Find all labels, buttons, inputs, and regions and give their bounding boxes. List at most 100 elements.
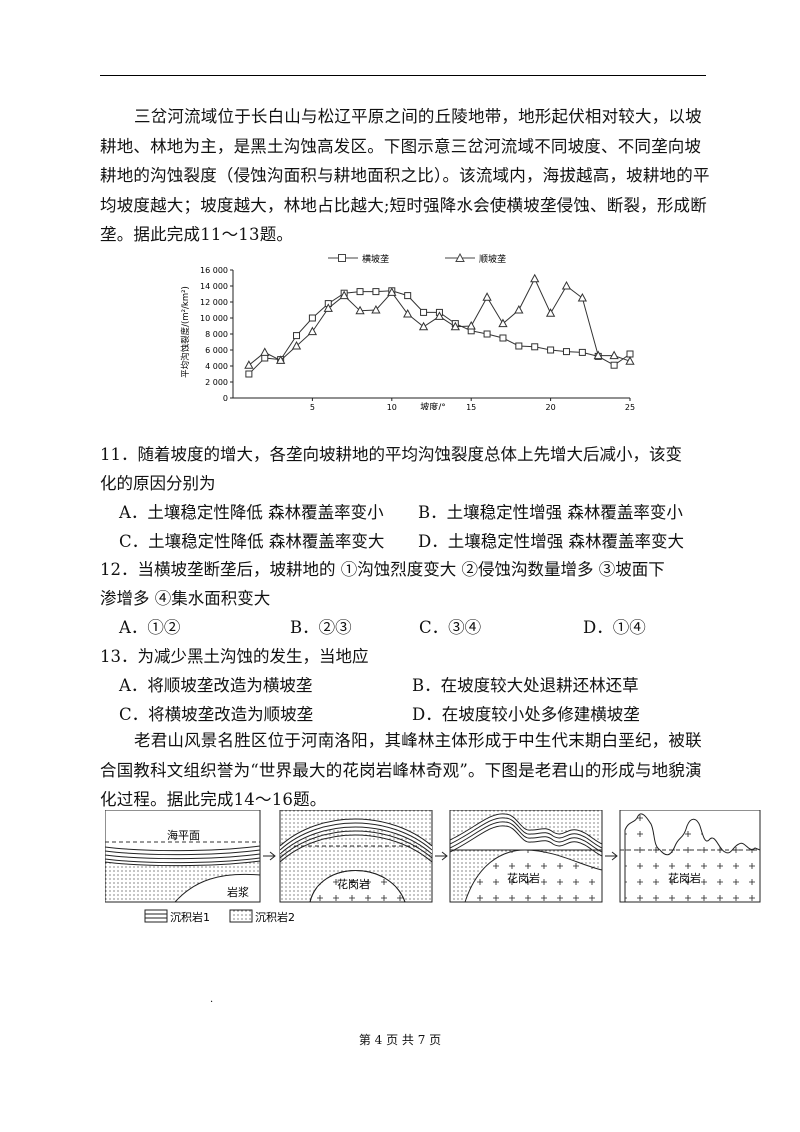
series-2-point xyxy=(244,360,254,369)
series-2-point xyxy=(530,273,540,283)
x-tick-label: 15 xyxy=(466,403,476,410)
y-tick-label: 14 000 xyxy=(200,282,228,291)
y-tick-label: 6 000 xyxy=(205,346,228,355)
series-2-point xyxy=(593,350,603,360)
diagram-panel-3: 花岗岩 xyxy=(449,810,603,903)
intro-paragraph-1: 三岔河流域位于长白山与松辽平原之间的丘陵地带，地形起伏相对较大，以坡耕地、林地为… xyxy=(100,107,710,244)
series-2-point xyxy=(260,347,270,356)
series-1-point xyxy=(562,348,570,356)
series-1-point xyxy=(626,350,634,358)
y-tick-label: 12 000 xyxy=(200,298,228,307)
q11-option-d: D．土壤稳定性增强 森林覆盖率变大 xyxy=(418,532,684,551)
q12-stem-line-2: 渗增多 ④集水面积变大 xyxy=(100,589,271,608)
series-2-point xyxy=(498,318,508,328)
x-axis-label: 坡度/° xyxy=(420,401,446,410)
series-1-point xyxy=(515,342,523,350)
q12-stem-line-1: 12．当横坡垄断垄后，坡耕地的 ①沟蚀烈度变大 ②侵蚀沟数量增多 ③坡面下 xyxy=(100,560,665,579)
series-2-point xyxy=(514,304,524,314)
q11-option-c: C．土壤稳定性降低 森林覆盖率变大 xyxy=(119,532,385,551)
y-axis-label: 平均沟蚀裂度/(m²/km²) xyxy=(180,286,191,378)
legend-series-1: 横坡垄 xyxy=(362,253,389,265)
diagram-legend: 沉积岩1 沉积岩2 xyxy=(144,909,295,924)
legend-series-2: 顺坡垄 xyxy=(479,253,506,265)
q13-option-c: C．将横坡垄改造为顺坡垄 xyxy=(119,705,314,724)
series-1-point xyxy=(308,314,316,322)
series-2-point xyxy=(466,320,476,330)
series-1-point xyxy=(610,361,618,369)
q12-option-a: A．①② xyxy=(119,618,181,637)
series-2-point xyxy=(545,308,556,317)
legend-sedimentary-2: 沉积岩2 xyxy=(255,910,295,924)
diagram-panel-2: 花岗岩 xyxy=(279,810,433,903)
series-line-1 xyxy=(248,290,631,375)
granite-label-2: 花岗岩 xyxy=(337,877,370,891)
arrow-icon xyxy=(435,851,448,861)
y-tick-label: 10 000 xyxy=(200,314,228,323)
q12-option-b: B．②③ xyxy=(290,618,352,637)
series-1-point xyxy=(404,292,412,300)
x-tick-label: 10 xyxy=(387,403,397,410)
y-tick-label: 2 000 xyxy=(205,378,228,387)
granite-label-3: 花岗岩 xyxy=(507,871,540,885)
series-2-point xyxy=(387,287,397,296)
x-tick-label: 5 xyxy=(310,403,315,410)
series-2-point xyxy=(561,280,572,290)
series-1-point xyxy=(245,370,253,378)
q13-option-a: A．将顺坡垄改造为横坡垄 xyxy=(119,676,313,695)
series-1-point xyxy=(499,334,507,342)
q12-option-d: D．①④ xyxy=(583,618,646,637)
series-2-point xyxy=(371,304,381,314)
series-2-point xyxy=(418,321,429,331)
series-1-point xyxy=(356,288,364,296)
q13-option-b: B．在坡度较大处退耕还林还草 xyxy=(412,676,639,695)
chart-legend: 横坡垄 顺坡垄 xyxy=(328,252,506,265)
legend-sedimentary-1: 沉积岩1 xyxy=(170,910,210,924)
series-1-point xyxy=(293,332,301,340)
granite-label-4: 花岗岩 xyxy=(668,871,701,885)
arrow-icon xyxy=(263,851,276,861)
x-tick-label: 20 xyxy=(546,403,556,410)
y-tick-label: 8 000 xyxy=(205,330,228,339)
q11-option-a: A．土壤稳定性降低 森林覆盖率变小 xyxy=(119,503,384,522)
series-2-point xyxy=(323,303,333,312)
series-2-point xyxy=(339,290,349,300)
header-rule xyxy=(100,75,706,76)
series-1-point xyxy=(578,348,586,356)
series-2-point xyxy=(482,292,492,301)
series-1-point xyxy=(420,308,428,316)
series-2-point xyxy=(577,292,588,302)
laojunshan-formation-diagram: 海平面 岩浆 花岗岩 花岗岩 花岗岩 xyxy=(105,810,761,924)
y-tick-label: 4 000 xyxy=(205,362,228,371)
erosion-line-chart: 横坡垄 顺坡垄 平均沟蚀裂度/(m²/km²) 坡度/° 0 2 000 4 000… xyxy=(180,252,635,410)
series-1-point xyxy=(483,330,491,338)
series-1-point xyxy=(547,346,555,354)
q11-stem-line-1: 11．随着坡度的增大，各垄向坡耕地的平均沟蚀裂度总体上先增大后减小，该变 xyxy=(100,445,682,464)
x-tick-label: 25 xyxy=(625,403,635,410)
sea-level-label: 海平面 xyxy=(167,828,200,842)
series-1-point xyxy=(531,343,539,351)
series-2-point xyxy=(609,350,619,360)
series-2-point xyxy=(434,311,445,320)
series-2-point xyxy=(275,355,286,364)
q11-option-b: B．土壤稳定性增强 森林覆盖率变小 xyxy=(418,503,683,522)
q11-stem-line-2: 化的原因分别为 xyxy=(100,474,216,493)
series-2-point xyxy=(291,340,302,350)
arrow-icon xyxy=(605,851,618,861)
diagram-panel-1: 海平面 岩浆 xyxy=(105,810,261,903)
q13-stem: 13．为减少黑土沟蚀的发生，当地应 xyxy=(100,647,369,666)
series-2-point xyxy=(625,356,635,365)
diagram-panel-4: 花岗岩 xyxy=(619,810,761,903)
page-footer: 第 4 页 共 7 页 xyxy=(358,1033,442,1047)
q12-option-c: C．③④ xyxy=(419,618,482,637)
stray-dot: · xyxy=(210,997,214,1008)
q13-option-d: D．在坡度较小处多修建横坡垄 xyxy=(412,705,640,724)
y-tick-label: 16 000 xyxy=(200,266,228,275)
series-2-point xyxy=(403,308,413,318)
series-2-point xyxy=(355,305,365,315)
series-2-point xyxy=(307,326,318,336)
intro-paragraph-2: 老君山风景名胜区位于河南洛阳，其峰林主体形成于中生代末期白垩纪，被联合国教科文组… xyxy=(100,731,702,809)
series-2-point xyxy=(450,321,460,331)
magma-label: 岩浆 xyxy=(227,885,249,899)
y-tick-label: 0 xyxy=(223,394,228,403)
series-1-point xyxy=(372,288,380,296)
